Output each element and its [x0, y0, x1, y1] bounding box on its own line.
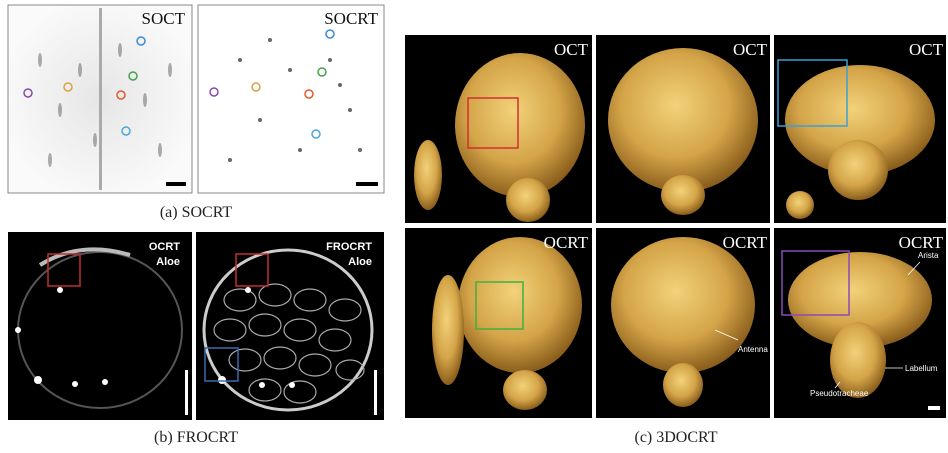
- panel-c: OCT OCT OCT OCRT Antenna OCRT Arista Lab…: [405, 35, 946, 446]
- image-label: OCRT: [899, 233, 944, 252]
- image-label: FROCRT: [326, 241, 372, 253]
- panel-a: SOCT SOCRT (a) SOCRT: [8, 5, 384, 221]
- annotation: Labellum: [905, 364, 938, 373]
- image-label: OCT: [554, 40, 589, 59]
- caption: (a) SOCRT: [160, 204, 233, 221]
- image-label: OCRT: [149, 241, 180, 253]
- annotation: Antenna: [738, 345, 768, 354]
- annotation: Pseudotracheae: [810, 389, 869, 398]
- panel-b: OCRT Aloe FROCRT Aloe (b) FROCRT: [8, 232, 384, 446]
- image-sublabel: Aloe: [348, 256, 372, 268]
- image-socrt: [198, 5, 384, 193]
- image-label: OCT: [909, 40, 944, 59]
- caption: (b) FROCRT: [154, 429, 238, 446]
- image-label: SOCT: [142, 9, 186, 28]
- image-label: OCT: [733, 40, 768, 59]
- caption: (c) 3DOCRT: [634, 429, 717, 446]
- image-sublabel: Aloe: [156, 256, 180, 268]
- image-label: OCRT: [723, 233, 768, 252]
- image-label: SOCRT: [324, 9, 378, 28]
- figure: SOCT SOCRT (a) SOCRT OCRT Aloe: [0, 0, 948, 453]
- image-label: OCRT: [544, 233, 589, 252]
- annotation: Arista: [918, 251, 939, 260]
